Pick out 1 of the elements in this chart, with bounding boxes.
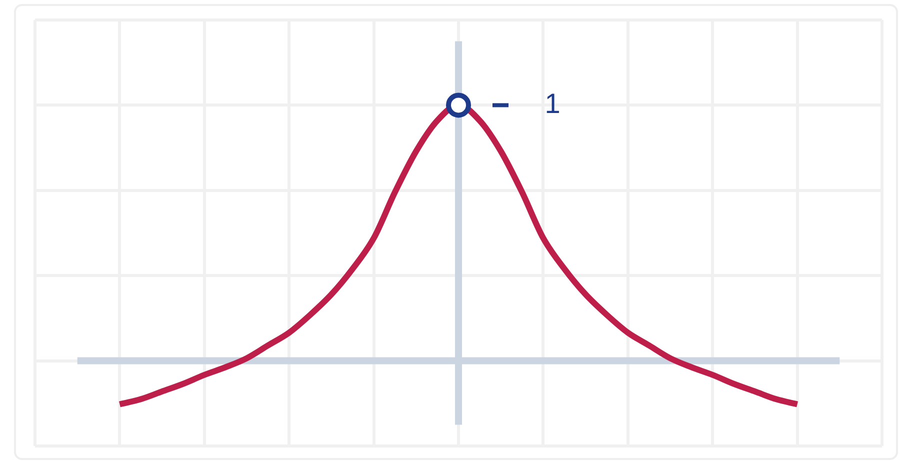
annotation: 1: [544, 88, 560, 119]
